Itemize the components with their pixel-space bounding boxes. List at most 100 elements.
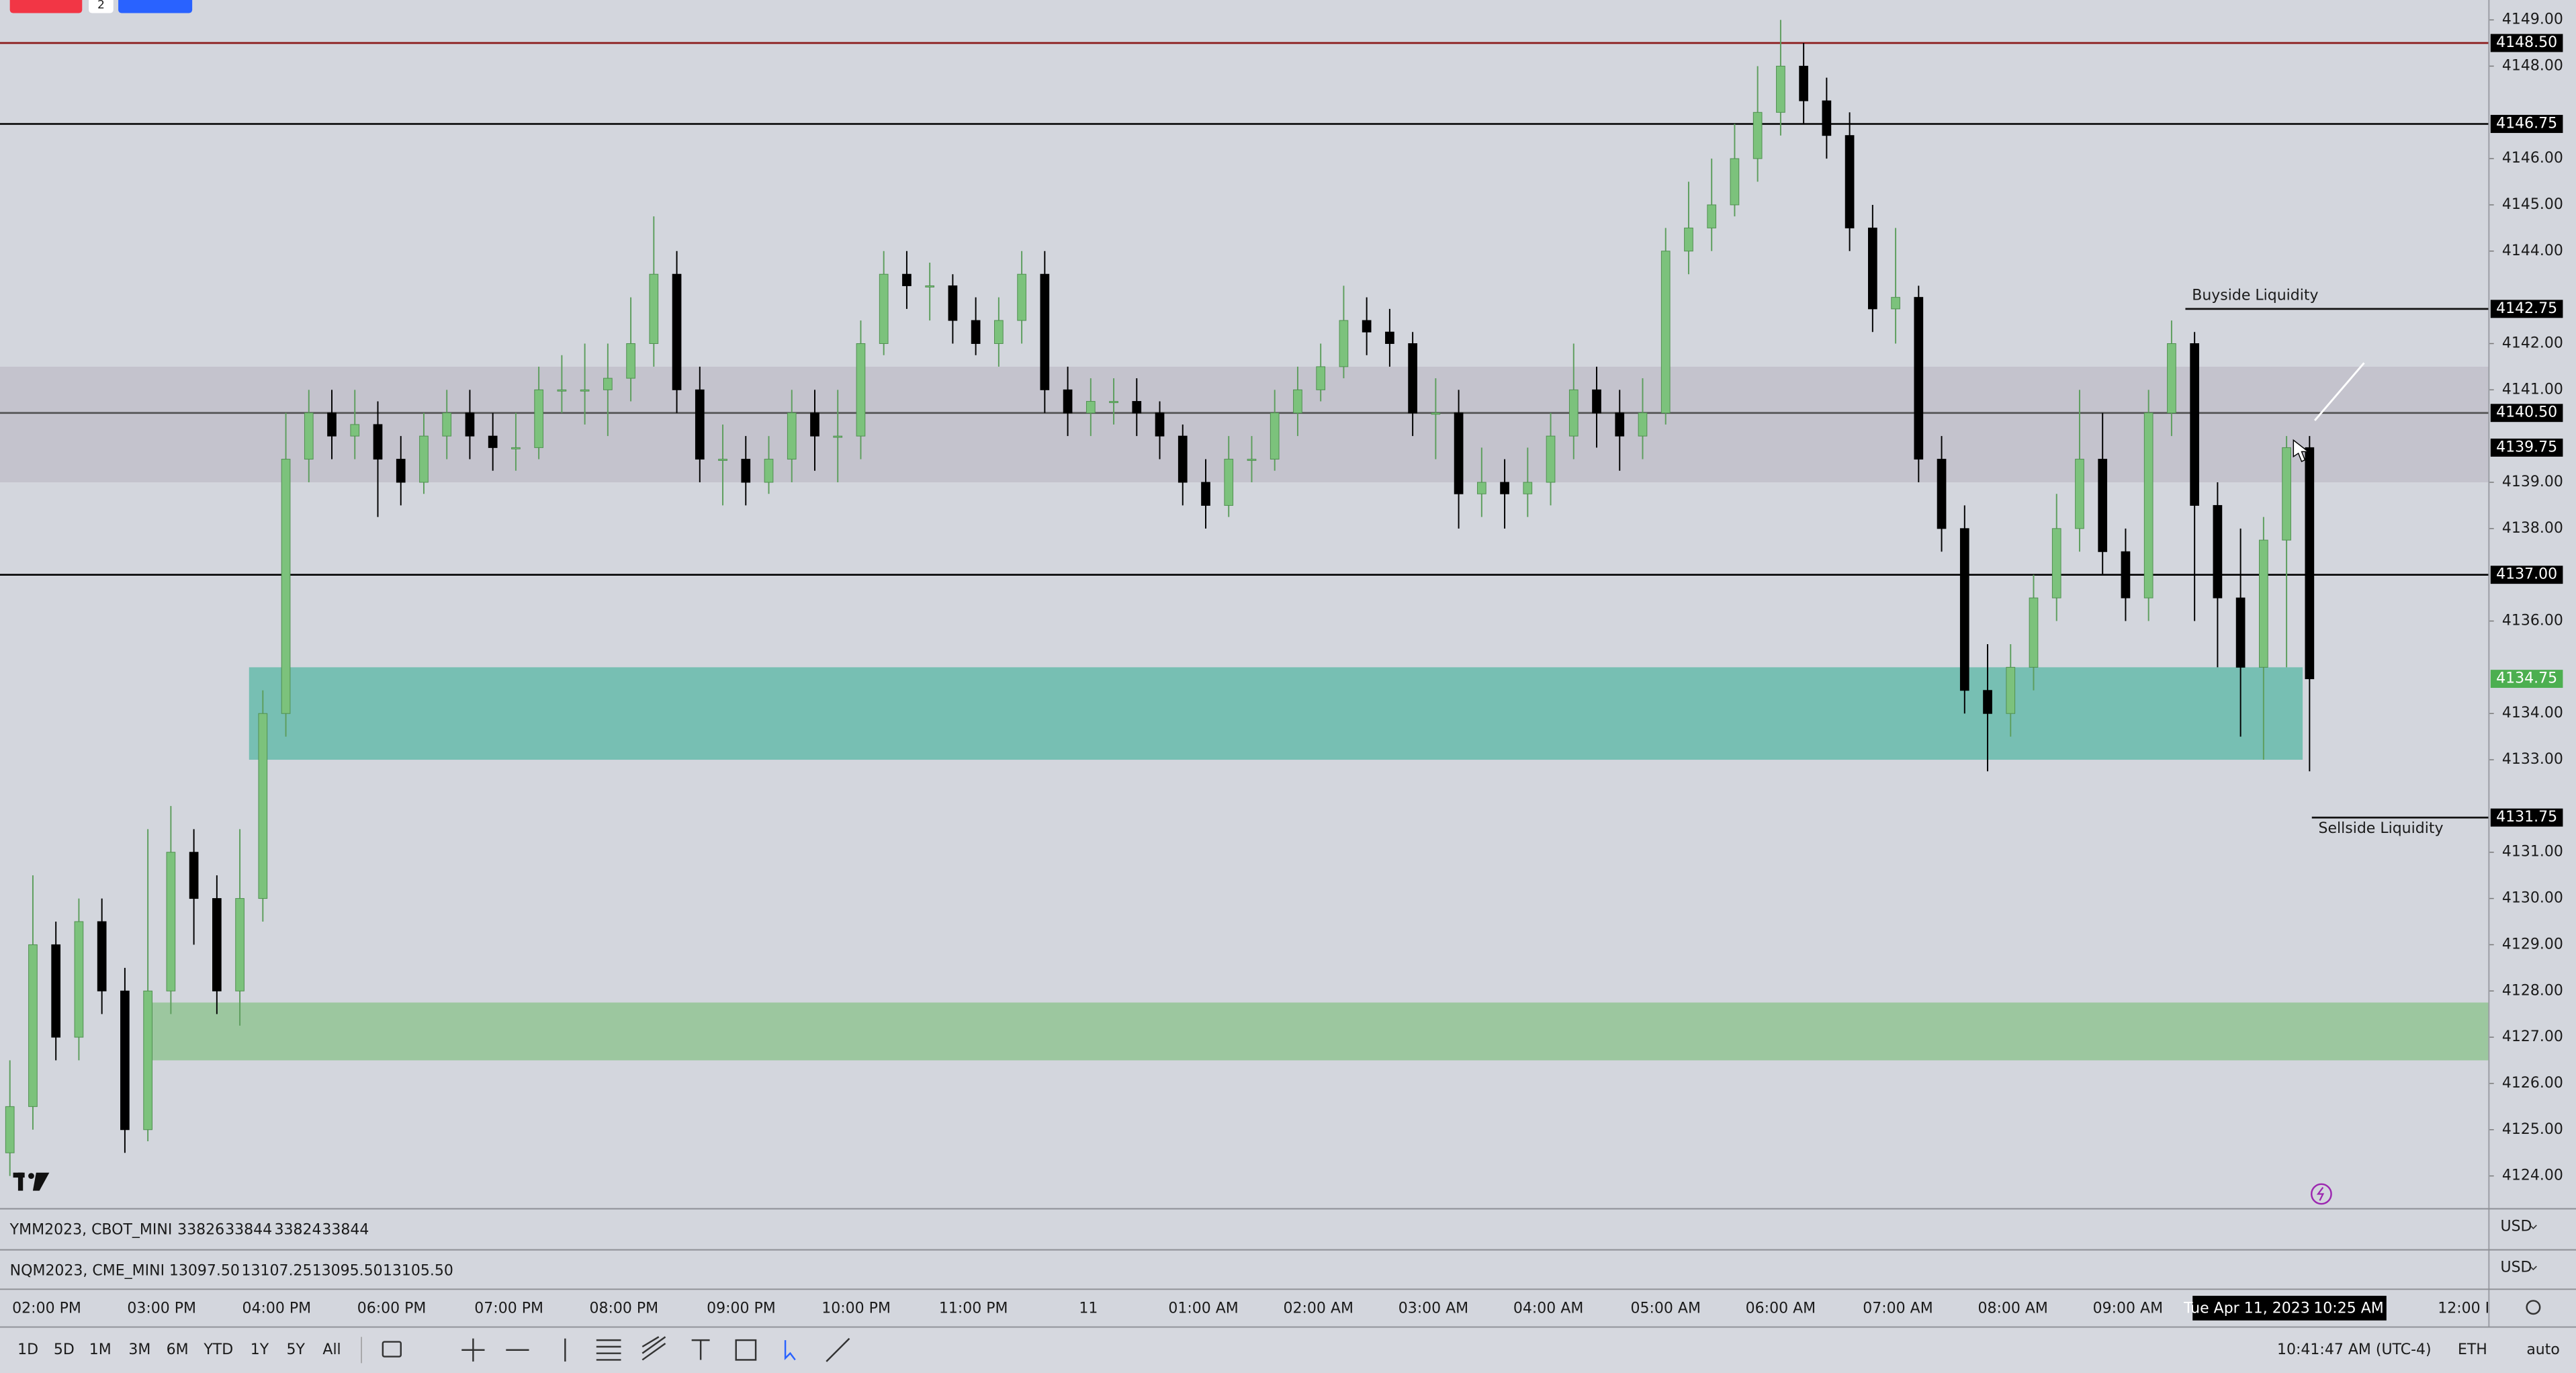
candle-body <box>1822 100 1832 136</box>
alert-bolt <box>2316 1187 2325 1201</box>
candle-body <box>442 412 452 437</box>
candle-body <box>373 424 383 460</box>
candle-body <box>1293 389 1302 414</box>
y-tick-label: 4148.00 <box>2502 57 2563 74</box>
candle-body <box>2282 447 2291 541</box>
candle-body <box>1454 412 1464 494</box>
toolbar <box>0 1328 2576 1373</box>
candle-body <box>1983 690 1992 714</box>
x-tick-label: 08:00 AM <box>1978 1300 2047 1317</box>
price-tag-label: 4137.00 <box>2496 566 2557 583</box>
candle-body <box>1523 482 1533 494</box>
candle-body <box>764 459 774 483</box>
candle-body <box>511 447 521 449</box>
candle-body <box>488 435 498 448</box>
candle-body <box>971 320 981 344</box>
candle-body <box>350 424 360 437</box>
candle-body <box>1362 320 1372 333</box>
crosshair-date: Tue Apr 11, 2023 <box>2183 1300 2310 1317</box>
candle-body <box>902 273 912 286</box>
range-button[interactable]: 5D <box>54 1341 75 1358</box>
price-tag-label: 4131.75 <box>2496 809 2557 826</box>
range-button[interactable]: 1D <box>17 1341 38 1358</box>
candle-body <box>327 412 337 437</box>
range-button[interactable]: 3M <box>128 1341 150 1358</box>
candle-body <box>1270 412 1280 460</box>
range-button[interactable]: 1Y <box>251 1341 269 1358</box>
candle-body <box>1040 273 1050 390</box>
candle-body <box>787 412 797 460</box>
clock: 10:41:47 AM (UTC-4) <box>2277 1341 2432 1358</box>
range-button[interactable]: 1M <box>89 1341 112 1358</box>
quantity: 2 <box>97 0 105 11</box>
symbol-value: 13097.50 <box>169 1262 240 1279</box>
candle-body <box>5 1106 15 1153</box>
x-tick-label: 02:00 PM <box>12 1300 81 1317</box>
candle-body <box>580 389 590 392</box>
x-tick-label: 12:00 I <box>2438 1300 2489 1317</box>
candle-body <box>396 459 406 483</box>
candle-body <box>51 944 61 1038</box>
currency[interactable]: USD <box>2500 1218 2532 1235</box>
symbol-value: 13107.25 <box>242 1262 312 1279</box>
range-button[interactable]: 5Y <box>287 1341 306 1358</box>
candle-body <box>1017 273 1026 321</box>
candle-body <box>143 990 152 1131</box>
x-tick-label: 07:00 AM <box>1863 1300 1933 1317</box>
candle-body <box>2143 412 2153 599</box>
time-axis: 02:00 PM 03:00 PM 04:00 PM 06:00 PM 07:00 PM… <box>12 1296 2489 1321</box>
y-tick-label: 4134.00 <box>2502 705 2563 721</box>
y-tick-label: 4149.00 <box>2502 11 2563 28</box>
sell-button[interactable] <box>9 0 83 13</box>
y-tick-label: 4124.00 <box>2502 1167 2563 1184</box>
caret <box>2529 1266 2537 1271</box>
drawing-tools[interactable] <box>382 1336 850 1362</box>
session[interactable]: ETH <box>2458 1341 2487 1358</box>
caret <box>2529 1225 2537 1230</box>
range-button[interactable]: 6M <box>167 1341 189 1358</box>
y-tick-label: 4128.00 <box>2502 982 2563 999</box>
x-tick-label: 04:00 AM <box>1513 1300 1583 1317</box>
x-tick-label: 11 <box>1079 1300 1098 1317</box>
candle-body <box>1752 112 1763 159</box>
candle-body <box>1845 135 1855 228</box>
candle-body <box>419 435 429 483</box>
plot: 4124.00 4125.00 4126.00 4127.00 4128.00 4129.… <box>0 11 2563 1184</box>
x-tick-label: 09:00 PM <box>707 1300 776 1317</box>
range-button[interactable]: YTD <box>203 1341 233 1358</box>
candle-body <box>1891 297 1900 310</box>
candle-body <box>212 898 222 991</box>
candle-body <box>879 273 889 344</box>
scale-mode[interactable]: auto <box>2526 1341 2560 1358</box>
price-tag-label: 4139.75 <box>2496 439 2557 455</box>
candle-body <box>1109 401 1118 403</box>
candle-body <box>2051 528 2061 599</box>
alert-icon[interactable] <box>2311 1183 2332 1205</box>
currency[interactable]: USD <box>2500 1259 2532 1276</box>
candle-body <box>948 285 958 321</box>
candle-body <box>1201 482 1210 506</box>
settings-icon[interactable] <box>2526 1300 2541 1315</box>
candle-body <box>1385 331 1394 344</box>
candle-body <box>1937 459 1947 529</box>
candle-body <box>1615 412 1625 437</box>
symbol-value: 13095.50 <box>312 1262 383 1279</box>
candle-body <box>1408 343 1417 414</box>
price-tag <box>2490 670 2563 689</box>
candle-body <box>557 389 567 392</box>
candle-body <box>2305 447 2315 680</box>
candle-body <box>1155 412 1165 437</box>
price-tag-label: 4148.50 <box>2496 34 2557 51</box>
candle-body <box>1339 320 1349 367</box>
quantity-box[interactable] <box>89 0 114 13</box>
candle-body <box>1132 401 1142 414</box>
range-button[interactable]: All <box>322 1341 341 1358</box>
price-tag <box>2490 566 2563 584</box>
buy-button[interactable] <box>118 0 193 13</box>
symbol-name: YMM2023, CBOT_MINI <box>9 1221 173 1238</box>
price-tag-label: 4134.75 <box>2496 670 2557 687</box>
x-tick-label: 04:00 PM <box>242 1300 312 1317</box>
cursor <box>2293 439 2310 463</box>
candle-body <box>1431 412 1441 415</box>
candle-body <box>695 389 705 460</box>
